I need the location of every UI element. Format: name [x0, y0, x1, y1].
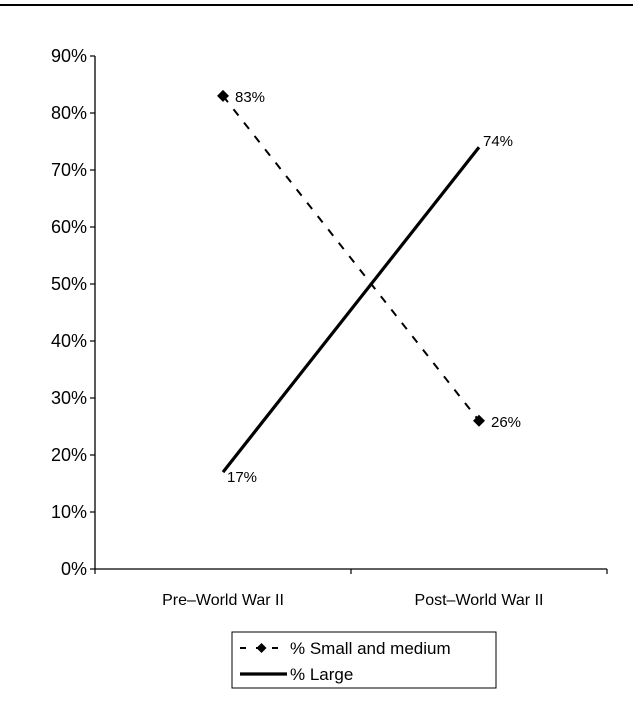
- data-label: 26%: [491, 414, 521, 431]
- y-tick-label: 0%: [61, 559, 87, 579]
- series-line-0: [222, 95, 480, 422]
- series-point-0: [473, 414, 485, 427]
- legend-swatch-marker: [256, 643, 267, 653]
- legend-label: % Large: [290, 665, 353, 684]
- y-tick-label: 60%: [51, 217, 87, 237]
- y-tick-label: 90%: [51, 46, 87, 66]
- legend-box: [231, 631, 497, 689]
- series-layer: 83% 26% 17% 74%: [217, 89, 521, 486]
- top-rule: [0, 4, 633, 6]
- x-axis: Pre–World War II Post–World War II: [94, 568, 608, 609]
- y-tick-label: 50%: [51, 274, 87, 294]
- y-tick-label: 30%: [51, 388, 87, 408]
- y-tick-label: 80%: [51, 103, 87, 123]
- y-tick-label: 10%: [51, 502, 87, 522]
- x-tick-label: Post–World War II: [415, 592, 544, 609]
- data-label: 74%: [483, 133, 513, 150]
- x-tick-label: Pre–World War II: [162, 592, 284, 609]
- data-label: 83%: [235, 89, 265, 106]
- y-axis: 0% 10% 20% 30% 40% 50% 60% 70% 80% 90%: [51, 46, 96, 579]
- y-tick-label: 40%: [51, 331, 87, 351]
- legend-label: % Small and medium: [290, 639, 451, 658]
- y-tick-label: 20%: [51, 445, 87, 465]
- legend: % Small and medium % Large: [231, 631, 497, 689]
- series-point-0: [217, 89, 229, 102]
- data-label: 17%: [227, 469, 257, 486]
- series-line-1: [221, 146, 481, 474]
- y-tick-label: 70%: [51, 160, 87, 180]
